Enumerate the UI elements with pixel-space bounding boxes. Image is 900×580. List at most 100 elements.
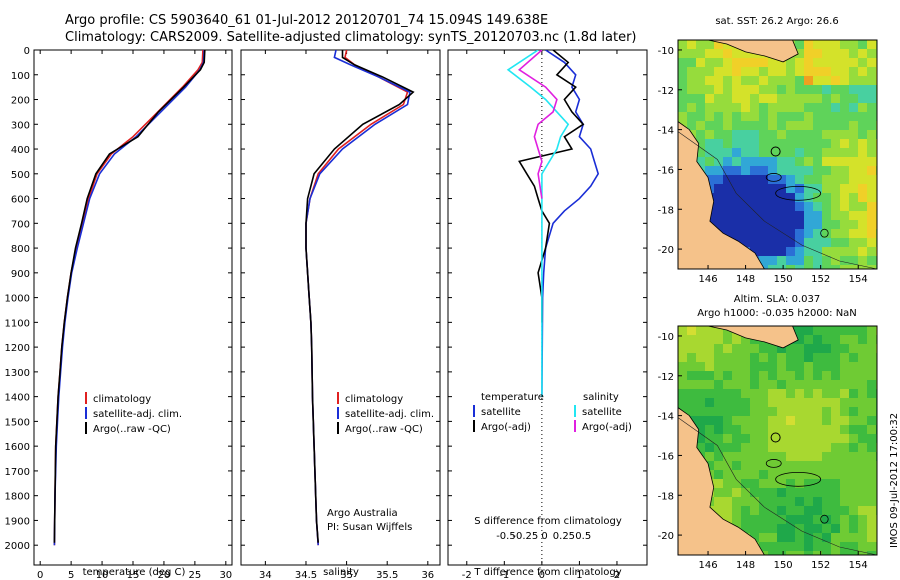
lat-tick-label: -12 (658, 86, 674, 97)
y-tick-label: 1100 (5, 318, 30, 329)
plot-frame (447, 49, 648, 566)
lat-tick-label: -10 (658, 46, 674, 57)
plot-frame (240, 49, 441, 566)
s-tick-label: -0.5 (496, 531, 516, 542)
map-frame (677, 325, 878, 556)
lat-tick-label: -14 (658, 412, 674, 423)
t-difference-label: T difference from climatology (473, 567, 621, 578)
legend-sat-label: satellite-adj. clim. (93, 409, 182, 420)
x-tick-label: 10 (96, 570, 109, 580)
y-tick-label: 200 (11, 96, 30, 107)
x-tick-label: 5 (68, 570, 74, 580)
legend-t-sat-label: satellite (481, 407, 521, 418)
credit-line2: PI: Susan Wijffels (327, 522, 412, 533)
x-tick-label: -2 (462, 570, 472, 580)
map-frame (677, 39, 878, 270)
credit-line1: Argo Australia (327, 508, 398, 519)
y-tick-label: 800 (11, 244, 30, 255)
s-tick-label: 0 (541, 531, 547, 542)
x-tick-label: -1 (499, 570, 509, 580)
y-tick-label: 1400 (5, 393, 30, 404)
y-tick-label: 0 (24, 46, 30, 57)
series-line-satellite-adj-clim- (53, 50, 205, 546)
reef-outline (765, 459, 782, 468)
x-tick-label: 35 (340, 570, 353, 580)
reef-outline (775, 471, 822, 487)
lon-tick-label: 150 (774, 560, 793, 571)
lat-tick-label: -14 (658, 126, 674, 137)
y-tick-label: 300 (11, 120, 30, 131)
lon-tick-label: 152 (811, 560, 830, 571)
sla-map-title-line1: Altim. SLA: 0.037 (734, 294, 820, 305)
y-tick-label: 2000 (5, 541, 30, 552)
salinity-axis-label: salinity (323, 567, 359, 578)
lon-tick-label: 154 (849, 560, 868, 571)
difference-panel: -2 -1 0 1 2-0.5-0.25 0 0.25 0.5 (447, 49, 648, 580)
imos-timestamp: IMOS 09-Jul-2012 17:00:32 (889, 413, 900, 548)
series-line-s-argo-adj- (517, 50, 558, 199)
x-tick-label: 36 (421, 570, 434, 580)
legend-salinity-head: salinity (583, 392, 619, 403)
x-tick-label: 35.5 (376, 570, 398, 580)
s-difference-label: S difference from climatology (474, 516, 622, 527)
s-tick-label: 0.25 (553, 531, 575, 542)
x-tick-label: 30 (219, 570, 232, 580)
y-tick-label: 1900 (5, 516, 30, 527)
sst-map-panel: 146 148 150 152 154 -10 -12 -14 -16 -18 -20 (658, 39, 878, 285)
sla-map-panel: 146 148 150 152 154 -10 -12 -14 -16 -18 -20 (658, 325, 878, 571)
temperature-panel: 0100200300400500600700800900100011001200… (5, 46, 233, 580)
lon-tick-label: 150 (774, 274, 793, 285)
lat-tick-label: -16 (658, 165, 674, 176)
s-tick-label: -0.25 (512, 531, 538, 542)
x-tick-label: 34.5 (295, 570, 317, 580)
legend-s-argo-label: Argo(-adj) (582, 422, 632, 433)
y-tick-label: 100 (11, 71, 30, 82)
map-field (678, 326, 877, 555)
legend-clim-label: climatology (345, 394, 403, 405)
x-tick-label: 2 (614, 570, 620, 580)
x-tick-label: 0 (539, 570, 545, 580)
s-tick-label: 0.5 (575, 531, 591, 542)
y-tick-label: 1600 (5, 442, 30, 453)
argo-float-marker (770, 432, 781, 443)
bathymetry-contour (678, 417, 877, 555)
bathymetry-contour (678, 131, 877, 269)
y-tick-label: 900 (11, 269, 30, 280)
series-line-climatology (305, 50, 409, 546)
x-tick-label: 0 (37, 570, 43, 580)
salinity-panel: 34 34.5 35 35.5 36 (240, 49, 441, 580)
series-line-s-satellite (506, 50, 570, 397)
legend-s-sat-label: satellite (582, 407, 622, 418)
y-tick-label: 1300 (5, 368, 30, 379)
figure-title-line1: Argo profile: CS 5903640_61 01-Jul-2012 … (65, 13, 548, 28)
legend-argo-label: Argo(..raw -QC) (93, 424, 171, 435)
series-line-argo-raw-qc- (53, 50, 206, 543)
y-tick-label: 1800 (5, 492, 30, 503)
salinity-legend: climatology satellite-adj. clim. Argo(..… (337, 392, 434, 435)
lat-tick-label: -10 (658, 332, 674, 343)
temperature-axis-label: temperature (deg C) (83, 567, 186, 578)
map-field (678, 40, 877, 269)
sst-map-title: sat. SST: 26.2 Argo: 26.6 (715, 16, 838, 27)
lat-tick-label: -16 (658, 451, 674, 462)
y-tick-label: 1500 (5, 417, 30, 428)
sla-map-title-line2: Argo h1000: -0.035 h2000: NaN (697, 308, 857, 319)
reef-outline (765, 173, 782, 182)
x-tick-label: 20 (158, 570, 171, 580)
series-line-t-satellite (541, 50, 600, 397)
legend-argo-label: Argo(..raw -QC) (345, 424, 423, 435)
lat-tick-label: -12 (658, 372, 674, 383)
land-australia (678, 407, 765, 555)
y-tick-label: 1000 (5, 294, 30, 305)
lon-tick-label: 154 (849, 274, 868, 285)
y-tick-label: 500 (11, 170, 30, 181)
reef-outline (775, 185, 822, 201)
legend-clim-label: climatology (93, 394, 151, 405)
y-tick-label: 600 (11, 195, 30, 206)
lat-tick-label: -18 (658, 205, 674, 216)
series-line-climatology (53, 50, 204, 546)
lon-tick-label: 146 (698, 274, 717, 285)
y-tick-label: 700 (11, 219, 30, 230)
lat-tick-label: -18 (658, 491, 674, 502)
